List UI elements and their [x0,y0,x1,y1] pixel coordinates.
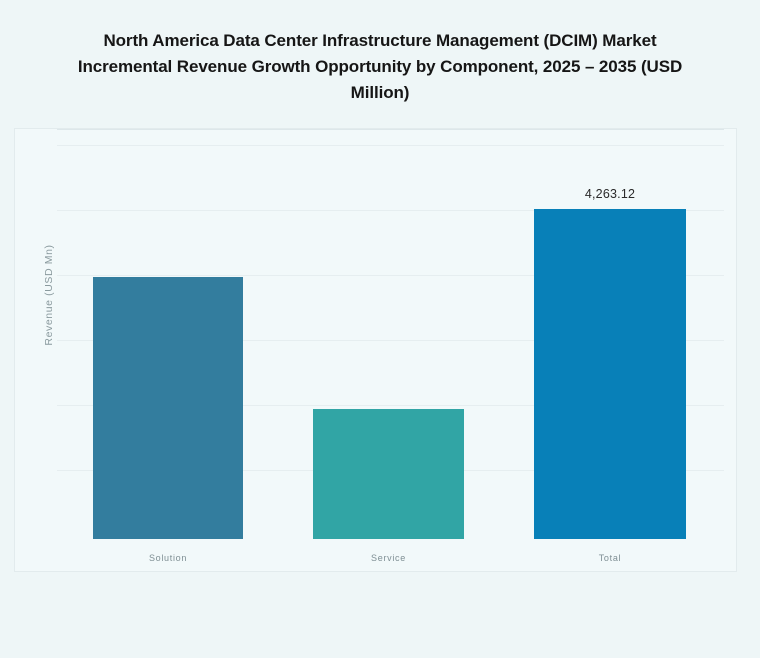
y-axis-title: Revenue (USD Mn) [43,244,55,346]
chart-plot-area: Revenue (USD Mn) 4,263.12 Solution Servi… [14,128,737,572]
x-axis-baseline [57,129,724,130]
chart-title-line-2: Incremental Revenue Growth Opportunity b… [77,57,683,76]
chart-title-line-1: North America Data Center Infrastructure… [103,31,657,50]
gridline [57,340,724,341]
bar-total[interactable] [534,209,686,539]
gridline [57,210,724,211]
gridline [57,145,724,146]
gridline [57,275,724,276]
bar-solution[interactable] [93,277,243,539]
x-axis-label-total: Total [598,553,622,563]
bar-service[interactable] [313,409,464,539]
x-axis-label-solution: Solution [148,553,188,563]
x-axis-label-service: Service [371,553,406,563]
bar-value-label-total: 4,263.12 [584,187,636,201]
chart-title-line-3: Million) [350,83,410,102]
chart-title: North America Data Center Infrastructure… [28,28,732,106]
gridline [57,405,724,406]
